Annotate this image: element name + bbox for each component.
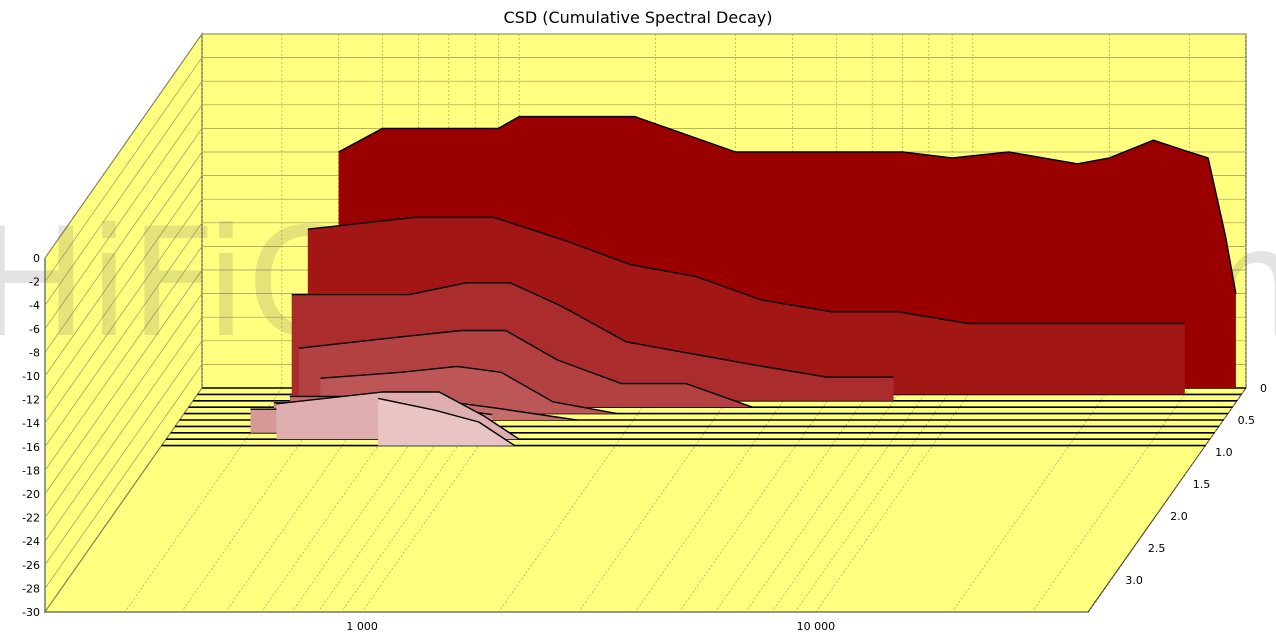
y-tick-label: -16	[22, 441, 40, 454]
left-wall-gridline	[44, 80, 203, 306]
left-wall-gridline	[44, 222, 203, 448]
y-tick-label: -6	[29, 323, 40, 336]
x-tick-label: 10 000	[797, 620, 836, 633]
y-tick-label: -28	[22, 582, 40, 595]
y-tick-label: 0	[33, 252, 40, 265]
left-wall-gridline	[44, 269, 203, 495]
floor-log-gridline	[771, 387, 930, 613]
left-wall-gridline	[44, 128, 203, 353]
y-tick-label: -18	[22, 464, 40, 477]
left-wall-gridline	[44, 364, 203, 589]
floor-log-gridline	[714, 387, 873, 613]
floor-log-gridline	[794, 387, 953, 613]
y-tick-label: -22	[22, 512, 40, 525]
y-tick-label: -2	[29, 276, 40, 289]
floor-log-gridline	[1032, 387, 1190, 613]
floor-log-gridline	[952, 387, 1110, 613]
z-tick-label: 2.5	[1148, 542, 1166, 555]
left-wall-gridline	[44, 293, 203, 518]
decay-slice-outline	[377, 397, 516, 447]
decay-slices	[250, 115, 1237, 447]
z-tick-label: 0	[1260, 382, 1267, 395]
floor-log-gridline	[578, 387, 736, 613]
floor-log-gridline	[679, 387, 837, 613]
y-tick-label: -12	[22, 394, 40, 407]
left-wall-gridline	[44, 316, 203, 542]
left-wall-gridline	[44, 151, 203, 377]
y-tick-label: -26	[22, 559, 40, 572]
floor-log-gridline	[635, 387, 793, 613]
floor-log-gridline	[745, 387, 903, 613]
chart-title: CSD (Cumulative Spectral Decay)	[503, 8, 773, 27]
decay-slice-outline	[320, 365, 618, 415]
left-wall-gridline	[44, 104, 203, 330]
z-tick-label: 2.0	[1170, 510, 1188, 523]
axis-labels: 0 -2 -4 -6 -8 -10 -12 -14 -16 -18 -20 -22 -24 -26 -28 -…	[22, 252, 1267, 633]
z-tick-label: 0.5	[1238, 414, 1256, 427]
x-tick-label: 1 000	[346, 620, 378, 633]
y-tick-label: -24	[22, 535, 40, 548]
decay-slice-fill	[378, 398, 515, 446]
floor-log-gridline	[815, 387, 974, 613]
left-wall-gridline	[44, 57, 203, 282]
z-tick-label: 3.0	[1125, 574, 1143, 587]
z-tick-label: 1.5	[1193, 478, 1211, 491]
decay-slice-outline	[276, 391, 520, 440]
decay-slice-outline	[338, 115, 1237, 294]
floor-log-gridline	[1088, 387, 1247, 613]
z-tick-label: 1.0	[1215, 446, 1233, 459]
y-tick-label: -4	[29, 299, 40, 312]
y-tick-label: -14	[22, 417, 40, 430]
y-tick-label: -30	[22, 606, 40, 619]
decay-slice-outline	[307, 216, 1185, 325]
decay-slice-outline	[291, 282, 894, 378]
floor-log-gridline	[44, 387, 203, 613]
left-wall-gridline	[44, 175, 203, 400]
left-wall-gridline	[44, 340, 203, 566]
y-tick-label: -10	[22, 370, 40, 383]
floor	[44, 387, 1247, 613]
left-wall-gridline	[44, 33, 203, 259]
y-tick-label: -8	[29, 346, 40, 359]
y-tick-label: -20	[22, 488, 40, 501]
left-wall-gridline	[44, 198, 203, 424]
floor-log-gridline	[498, 387, 656, 613]
left-wall-gridline	[44, 246, 203, 471]
decay-slice-outline	[298, 329, 753, 408]
